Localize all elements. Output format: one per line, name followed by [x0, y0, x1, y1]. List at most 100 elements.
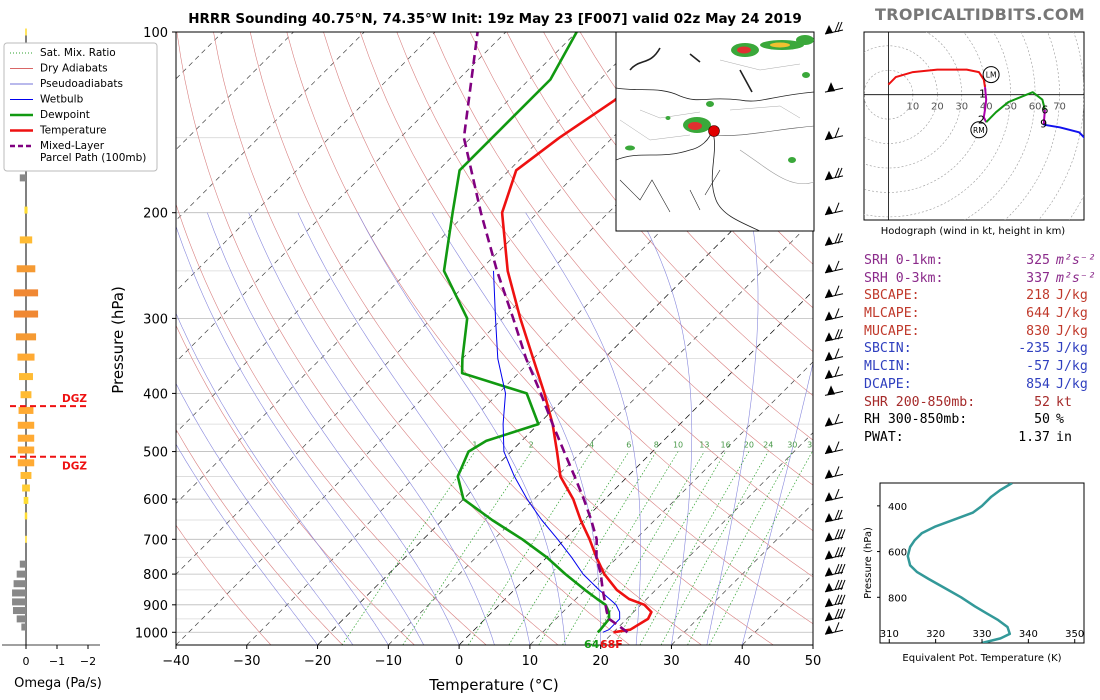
omega-bar	[12, 598, 26, 606]
theta-y-tick-label: 800	[888, 593, 907, 604]
theta-e-chart: 310 320 330 340 350 400 600 800 Equivalent Pot.…	[863, 482, 1085, 664]
hodograph-ring-label: 60	[1029, 102, 1042, 113]
stat-row: MLCIN: -57 J/kg	[864, 358, 1100, 376]
omega-bar	[21, 623, 26, 631]
hodograph-caption: Hodograph (wind in kt, height in km)	[881, 226, 1066, 237]
series-mixed-layer-parcel-path-100mb	[462, 32, 629, 634]
x-tick-label: −30	[233, 654, 260, 669]
skew-xlabel: Temperature (°C)	[428, 676, 558, 694]
legend-label: Wetbulb	[40, 94, 84, 106]
stat-unit: in	[1056, 429, 1072, 445]
stat-label: PWAT:	[864, 429, 904, 445]
omega-bar	[24, 512, 28, 520]
hodograph-segment	[982, 87, 988, 123]
legend-label: Temperature	[39, 125, 107, 137]
omega-bar	[17, 421, 35, 429]
stat-value: 52	[1034, 394, 1050, 410]
surface-temperature-label: 68F	[600, 638, 623, 651]
omega-bar	[19, 174, 26, 182]
stat-label: RH 300-850mb:	[864, 412, 968, 428]
stat-unit: J/kg	[1056, 288, 1088, 304]
stat-unit: %	[1056, 412, 1064, 428]
omega-bar	[20, 471, 32, 479]
legend-label: Sat. Mix. Ratio	[40, 47, 116, 59]
x-tick-label: 0	[455, 654, 463, 669]
wind-barbs	[824, 21, 846, 635]
stat-unit: kt	[1056, 394, 1072, 410]
wind-barb	[824, 308, 844, 321]
y-tick-label: 200	[143, 207, 168, 222]
x-tick-label: 20	[592, 654, 609, 669]
legend-label: Dewpoint	[40, 109, 90, 121]
wind-barb	[824, 127, 844, 141]
stat-row: SRH 0-3km: 337 m²s⁻²	[864, 270, 1100, 288]
wind-barb	[824, 547, 846, 560]
series-temperature	[500, 32, 698, 634]
wind-barb	[824, 594, 846, 608]
wind-barb	[824, 233, 844, 246]
omega-xlabel: Omega (Pa/s)	[14, 676, 102, 691]
omega-bar	[15, 333, 37, 341]
omega-tick: −1	[49, 655, 65, 668]
stat-value: -57	[1026, 359, 1050, 375]
mixing-ratio-label: 1	[472, 441, 477, 450]
omega-bar	[22, 484, 30, 492]
omega-bar	[19, 373, 33, 381]
theta-y-tick-label: 400	[888, 502, 907, 513]
hodograph-marker: LM	[982, 66, 1000, 84]
omega-bar	[23, 496, 29, 504]
wind-barb	[824, 167, 844, 181]
omega-bar	[24, 206, 28, 214]
series-dewpoint	[442, 32, 611, 634]
y-tick-label: 900	[143, 599, 168, 614]
omega-bar	[25, 28, 27, 36]
wind-barb	[824, 441, 844, 455]
stat-unit: J/kg	[1056, 341, 1088, 357]
stat-unit: J/kg	[1056, 323, 1088, 339]
stat-row: SBCAPE: 218 J/kg	[864, 287, 1100, 305]
mixing-ratio-label: 10	[673, 441, 683, 450]
omega-bar	[13, 310, 39, 318]
stat-row: MUCAPE: 830 J/kg	[864, 323, 1100, 341]
stat-label: MUCAPE:	[864, 323, 920, 339]
theta-x-tick-label: 350	[1065, 629, 1084, 640]
surface-dewpoint-label: 64	[584, 638, 600, 651]
y-tick-label: 500	[143, 446, 168, 461]
stat-unit: m²s⁻²	[1056, 253, 1096, 268]
stat-label: SRH 0-1km:	[864, 253, 944, 268]
stats-panel: SRH 0-1km: 325 m²s⁻² SRH 0-3km: 337 m²s⁻² SBCA…	[864, 252, 1100, 447]
wind-barb	[824, 21, 844, 35]
wind-barb	[824, 285, 844, 299]
x-tick-label: 10	[522, 654, 539, 669]
omega-panel: DGZ DGZ 0 −1 −2 Omega (Pa/s)	[2, 28, 102, 691]
x-tick-label: −40	[162, 654, 189, 669]
mixing-ratio-label: 24	[763, 441, 773, 450]
omega-tick: −2	[80, 655, 96, 668]
theta-y-tick-label: 600	[888, 548, 907, 559]
x-tick-label: 40	[734, 654, 751, 669]
mixing-ratio-label: 20	[744, 441, 754, 450]
stat-label: SRH 0-3km:	[864, 270, 944, 286]
mixing-ratio-label: 4	[589, 441, 594, 450]
omega-bar	[19, 236, 33, 244]
stat-unit: J/kg	[1056, 306, 1088, 322]
stat-unit: J/kg	[1056, 359, 1088, 375]
stat-unit: m²s⁻²	[1056, 270, 1096, 286]
omega-bar	[18, 406, 34, 414]
stat-unit: J/kg	[1056, 376, 1088, 392]
theta-x-tick-label: 330	[972, 629, 991, 640]
theta-x-tick-label: 340	[1019, 629, 1038, 640]
omega-bar	[17, 353, 35, 361]
wind-barb	[824, 622, 844, 635]
hodograph-marker: RM	[970, 121, 988, 139]
stat-row: DCAPE: 854 J/kg	[864, 376, 1100, 394]
omega-bar	[17, 446, 35, 454]
hodograph-segment	[1042, 109, 1046, 125]
wind-barb	[824, 413, 844, 427]
y-tick-label: 300	[143, 312, 168, 327]
hodograph-height-label: 2	[978, 114, 985, 127]
stat-row: MLCAPE: 644 J/kg	[864, 305, 1100, 323]
series-wetbulb	[493, 270, 621, 633]
omega-bar	[16, 615, 26, 623]
